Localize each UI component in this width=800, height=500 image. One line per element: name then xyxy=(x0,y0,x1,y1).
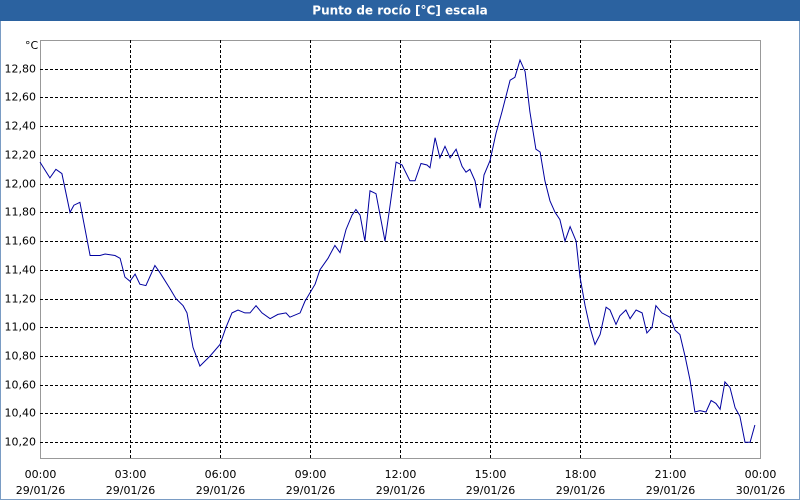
y-tick-label: 11,00 xyxy=(5,321,37,334)
y-unit: °C xyxy=(25,39,39,52)
y-tick-label: 12,60 xyxy=(5,91,37,104)
x-tick-date: 29/01/26 xyxy=(466,484,515,497)
y-tick-label: 10,20 xyxy=(5,436,37,449)
y-tick-label: 10,80 xyxy=(5,350,37,363)
x-tick-label: 15:00 xyxy=(475,468,507,481)
y-tick-label: 11,20 xyxy=(5,293,37,306)
y-tick-label: 12,80 xyxy=(5,63,37,76)
x-tick-date: 29/01/26 xyxy=(286,484,335,497)
x-tick-label: 03:00 xyxy=(115,468,147,481)
y-tick-label: 10,40 xyxy=(5,407,37,420)
title-bar xyxy=(0,0,800,21)
x-tick-label: 18:00 xyxy=(565,468,597,481)
chart-title: Punto de rocío [°C] escala xyxy=(312,4,487,18)
x-tick-label: 06:00 xyxy=(205,468,237,481)
x-tick-label: 12:00 xyxy=(385,468,417,481)
x-tick-label: 00:00 xyxy=(25,468,57,481)
y-tick-label: 11,80 xyxy=(5,206,37,219)
x-tick-label: 00:00 xyxy=(745,468,777,481)
x-tick-date: 29/01/26 xyxy=(196,484,245,497)
x-tick-date: 30/01/26 xyxy=(736,484,785,497)
x-tick-label: 21:00 xyxy=(655,468,687,481)
x-tick-date: 29/01/26 xyxy=(106,484,155,497)
data-line xyxy=(39,58,756,443)
x-tick-date: 29/01/26 xyxy=(376,484,425,497)
x-tick-date: 29/01/26 xyxy=(556,484,605,497)
x-tick-label: 09:00 xyxy=(295,468,327,481)
x-tick-date: 29/01/26 xyxy=(16,484,65,497)
y-tick-label: 12,40 xyxy=(5,120,37,133)
y-tick-label: 12,00 xyxy=(5,178,37,191)
y-tick-label: 11,60 xyxy=(5,235,37,248)
y-tick-label: 12,20 xyxy=(5,149,37,162)
x-tick-date: 29/01/26 xyxy=(646,484,695,497)
y-tick-label: 11,40 xyxy=(5,264,37,277)
y-tick-label: 10,60 xyxy=(5,379,37,392)
